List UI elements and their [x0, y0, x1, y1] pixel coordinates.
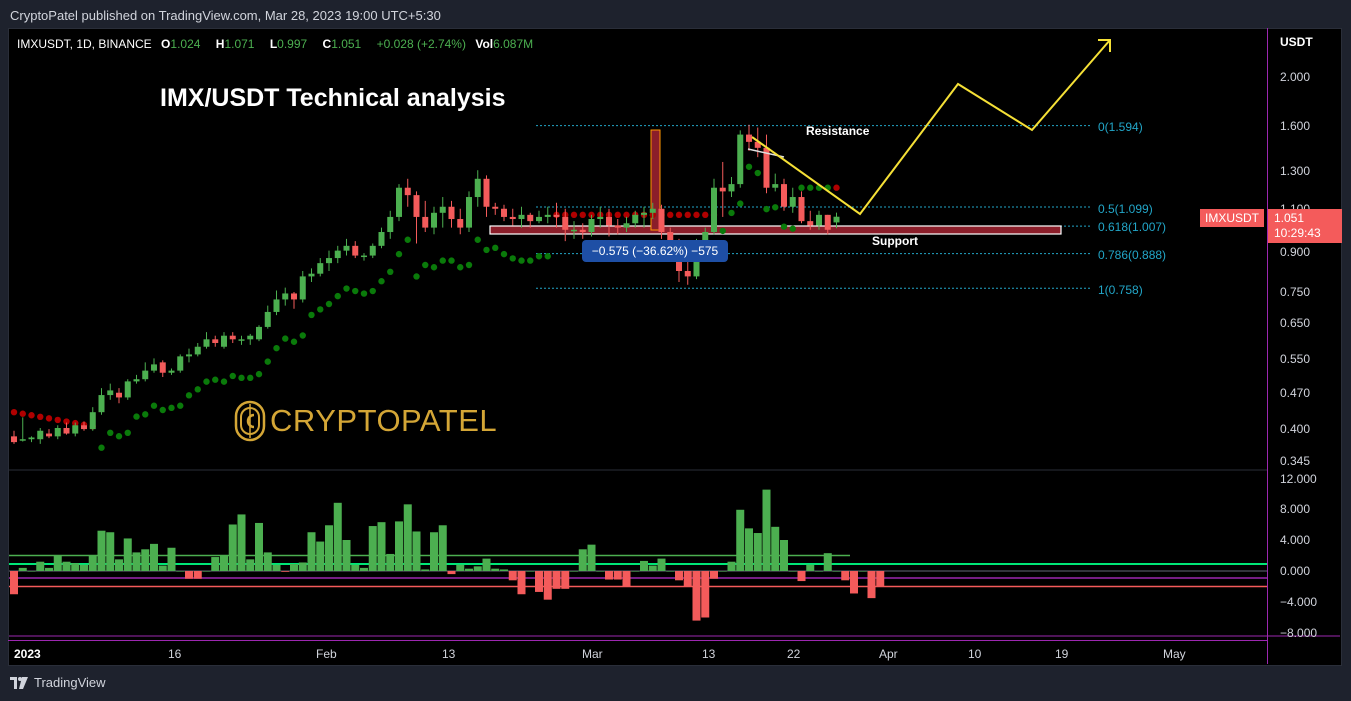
- measure-tooltip: −0.575 (−36.62%) −575: [582, 240, 728, 262]
- chart-title: IMX/USDT Technical analysis: [160, 84, 506, 112]
- symbol-price-tag: IMXUSDT: [1200, 209, 1264, 227]
- y-tick: 0.650: [1280, 316, 1311, 330]
- fib-level-0.5: 0.5(1.099): [1098, 202, 1153, 216]
- legend-volume: 6.087M: [493, 37, 534, 51]
- fib-level-1: 1(0.758): [1098, 283, 1143, 297]
- tradingview-brand: TradingView: [34, 675, 106, 690]
- y-tick: 0.750: [1280, 285, 1311, 299]
- x-tick: 13: [702, 647, 716, 661]
- x-tick: Mar: [582, 647, 603, 661]
- watermark-logo: CRYPTOPATEL: [234, 400, 497, 442]
- tradingview-logo-icon: [10, 676, 28, 689]
- x-tick: 2023: [14, 647, 41, 661]
- osc-tick: −4.000: [1280, 595, 1318, 609]
- osc-tick: 4.000: [1280, 533, 1311, 547]
- legend-change: +0.028 (+2.74%): [376, 37, 466, 51]
- x-tick: May: [1163, 647, 1186, 661]
- x-tick: 13: [442, 647, 456, 661]
- logo-text: CRYPTOPATEL: [270, 403, 498, 438]
- y-tick: 0.470: [1280, 386, 1311, 400]
- time-axis[interactable]: 2023 16 Feb 13 Mar 13 22 Apr 10 19 May: [8, 640, 1267, 665]
- resistance-label: Resistance: [806, 124, 870, 138]
- bar-countdown: 10:29:43: [1274, 226, 1321, 240]
- y-tick: 2.000: [1280, 70, 1311, 84]
- support-label: Support: [872, 234, 918, 248]
- osc-tick: 8.000: [1280, 502, 1311, 516]
- x-tick: 16: [168, 647, 182, 661]
- fib-level-0.786: 0.786(0.888): [1098, 248, 1167, 262]
- ohlc-legend: IMXUSDT, 1D, BINANCE O1.024 H1.071 L0.99…: [17, 37, 534, 51]
- osc-tick: −8.000: [1280, 626, 1318, 640]
- x-tick: 10: [968, 647, 982, 661]
- y-tick: 0.900: [1280, 245, 1311, 259]
- y-tick: 1.600: [1280, 119, 1311, 133]
- y-tick: 0.345: [1280, 454, 1311, 468]
- last-price-tag: 1.051 10:29:43: [1268, 209, 1342, 243]
- x-tick: Apr: [879, 647, 898, 661]
- fib-level-0: 0(1.594): [1098, 120, 1143, 134]
- y-tick: 0.400: [1280, 422, 1311, 436]
- fib-level-0.618: 0.618(1.007): [1098, 220, 1167, 234]
- x-tick: 19: [1055, 647, 1069, 661]
- legend-high: 1.071: [224, 37, 255, 51]
- legend-close: 1.051: [331, 37, 362, 51]
- publisher-line: CryptoPatel published on TradingView.com…: [10, 8, 441, 23]
- coin-icon: [234, 400, 266, 442]
- osc-tick: 0.000: [1280, 564, 1311, 578]
- x-tick: 22: [787, 647, 801, 661]
- osc-tick: 12.000: [1280, 472, 1317, 486]
- y-tick: 0.550: [1280, 352, 1311, 366]
- tradingview-footer[interactable]: TradingView: [10, 675, 106, 690]
- axis-unit: USDT: [1280, 35, 1313, 49]
- y-tick: 1.300: [1280, 164, 1311, 178]
- x-tick: Feb: [316, 647, 337, 661]
- legend-symbol[interactable]: IMXUSDT, 1D, BINANCE: [17, 37, 152, 51]
- price-axis[interactable]: USDT 2.000 1.600 1.300 1.100 0.900 0.750…: [1267, 28, 1341, 664]
- legend-low: 0.997: [277, 37, 308, 51]
- last-price: 1.051: [1274, 211, 1305, 225]
- legend-open: 1.024: [170, 37, 201, 51]
